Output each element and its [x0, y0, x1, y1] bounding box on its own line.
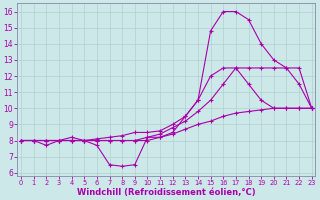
X-axis label: Windchill (Refroidissement éolien,°C): Windchill (Refroidissement éolien,°C)	[77, 188, 256, 197]
